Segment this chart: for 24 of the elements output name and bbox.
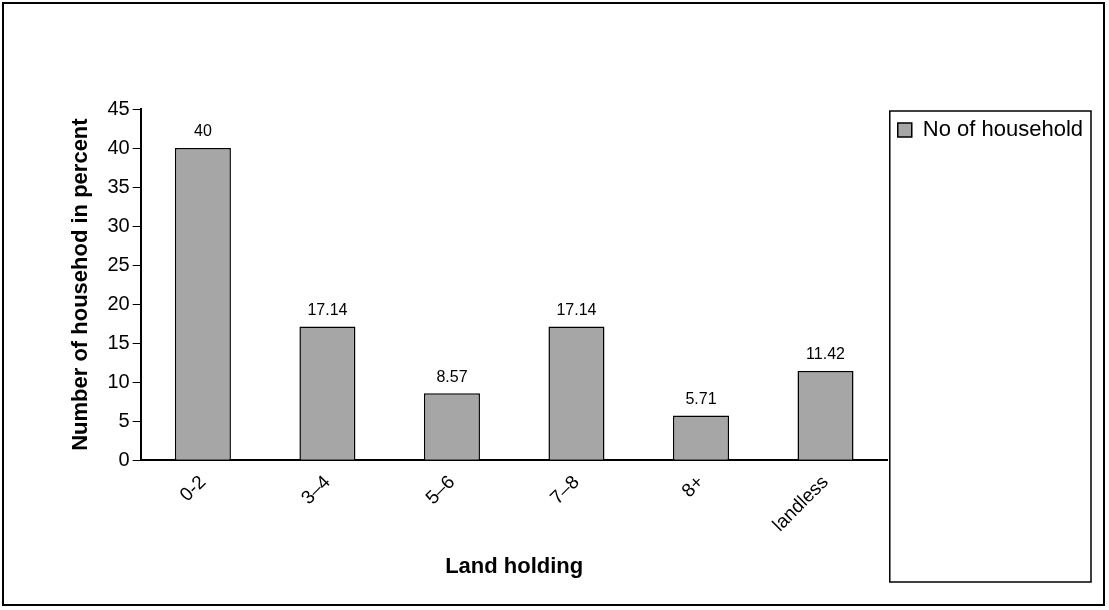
y-tick-label: 10 bbox=[107, 369, 130, 392]
y-axis-title: Number of househod in percent bbox=[67, 117, 93, 451]
y-tick-label: 35 bbox=[107, 174, 130, 197]
y-tick-label: 20 bbox=[107, 291, 130, 314]
data-label: 17.14 bbox=[556, 300, 597, 318]
y-tick-label: 0 bbox=[118, 447, 130, 470]
x-tick-label: 7–8 bbox=[545, 470, 583, 509]
x-tick-label: 8+ bbox=[677, 470, 708, 502]
data-label: 40 bbox=[194, 122, 212, 140]
x-axis-title: Land holding bbox=[445, 552, 584, 578]
y-tick-label: 25 bbox=[107, 252, 130, 275]
y-tick-label: 15 bbox=[107, 330, 130, 353]
x-tick-label: 3–4 bbox=[296, 470, 335, 509]
x-tick-label: 0-2 bbox=[175, 470, 210, 506]
y-tick-label: 30 bbox=[107, 213, 130, 236]
data-label: 11.42 bbox=[806, 345, 846, 363]
y-tick-label: 5 bbox=[118, 408, 130, 431]
data-label: 8.57 bbox=[436, 367, 468, 385]
data-label: 17.14 bbox=[307, 300, 348, 318]
y-tick-label: 40 bbox=[107, 135, 130, 158]
x-tick-label: 5–6 bbox=[421, 470, 459, 509]
legend-label: No of household bbox=[922, 116, 1083, 142]
data-label: 5.71 bbox=[685, 390, 717, 408]
y-tick-label: 45 bbox=[107, 96, 130, 119]
